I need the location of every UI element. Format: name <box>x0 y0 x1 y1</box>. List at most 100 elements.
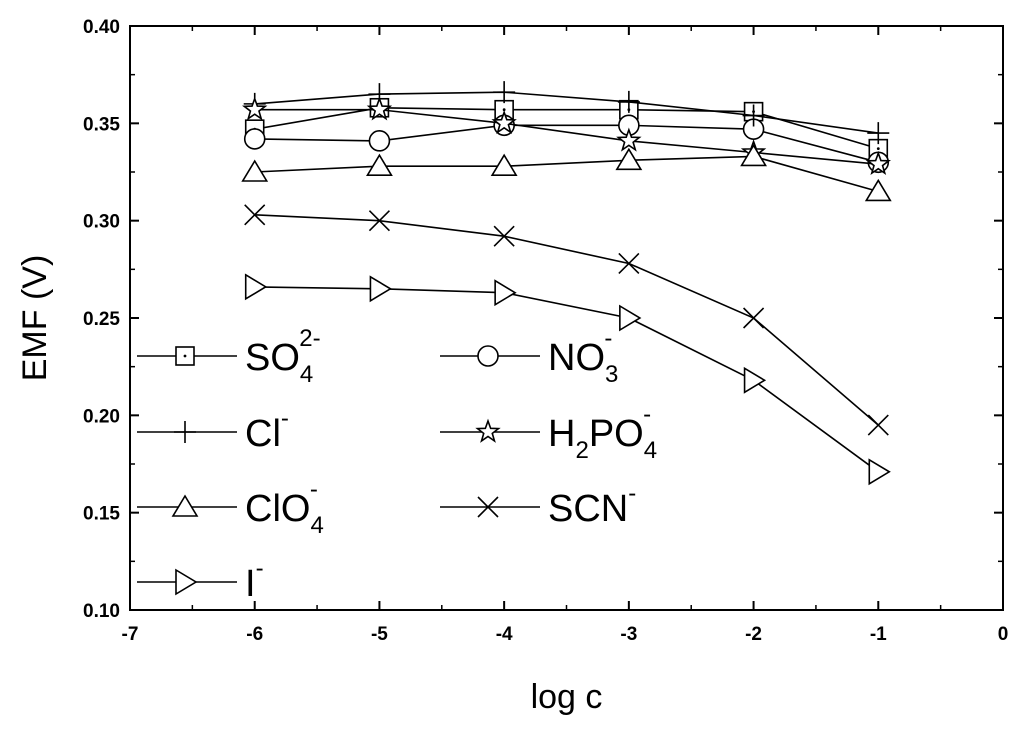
x-shape <box>368 210 390 232</box>
data-point-h2po4 <box>491 109 517 135</box>
x-shape <box>477 496 499 518</box>
y-tick-label: 0.10 <box>83 601 120 622</box>
legend-label-sub: 4 <box>310 512 323 539</box>
triangle-up-shape <box>615 147 643 171</box>
x-tick-label: -3 <box>620 624 637 645</box>
legend-label-cl: Cl- <box>245 405 289 455</box>
x-tick-label: 0 <box>998 624 1009 645</box>
legend-marker-cl <box>174 421 196 443</box>
legend: SO42- NO3-Cl- H2PO4-ClO4- SCN-I- <box>137 325 657 605</box>
plus-shape <box>493 81 516 104</box>
triangle-right-shape <box>494 279 517 307</box>
y-tick-label: 0.20 <box>83 406 120 427</box>
x-tick-label: -5 <box>371 624 388 645</box>
y-tick-label: 0.35 <box>83 114 120 135</box>
series-so4 <box>244 97 889 159</box>
legend-label-main: Cl <box>245 413 281 455</box>
x-shape <box>743 307 765 329</box>
plus-shape <box>617 90 640 113</box>
triangle-up-shape <box>171 494 199 517</box>
legend-entry-i: I- <box>137 555 264 605</box>
x-shape <box>618 252 640 275</box>
data-point-scn <box>743 307 765 329</box>
data-point-cl <box>867 122 890 145</box>
triangle-up-shape <box>490 153 518 176</box>
square-dot <box>876 147 880 151</box>
data-point-clo4 <box>864 178 892 202</box>
legend-label-so4: SO4 2- <box>245 325 321 388</box>
y-tick-label: 0.15 <box>83 504 120 525</box>
triangle-up-shape <box>366 153 393 176</box>
legend-label-clo4: ClO4 - <box>245 476 324 539</box>
series-scn <box>244 204 889 436</box>
legend-label-sub: 2 <box>575 437 588 464</box>
data-point-i <box>743 366 767 394</box>
legend-entry-no3: NO3 - <box>440 325 618 388</box>
legend-marker-clo4 <box>171 494 199 517</box>
data-point-scn <box>368 210 390 232</box>
circle-shape <box>368 130 391 152</box>
series-line-h2po4 <box>254 108 879 165</box>
legend-label-main: ClO <box>245 488 310 530</box>
triangle-right-shape <box>369 275 392 303</box>
data-point-i <box>619 304 642 332</box>
data-point-clo4 <box>366 153 393 176</box>
triangle-right-shape <box>175 568 198 596</box>
legend-label-main: SCN <box>548 488 628 530</box>
data-point-clo4 <box>241 159 269 182</box>
series-line-cl <box>254 91 879 134</box>
legend-marker-no3 <box>477 345 499 367</box>
legend-label-sup: - <box>604 325 612 352</box>
series-line-no3 <box>254 124 879 164</box>
legend-label-sup: - <box>628 480 636 507</box>
legend-label-i: I- <box>245 555 264 605</box>
data-point-h2po4 <box>865 150 891 176</box>
star-shape <box>865 150 891 176</box>
y-tick-label: 0.30 <box>83 212 120 233</box>
data-point-i <box>369 275 392 303</box>
legend-entry-cl: Cl- <box>137 405 289 455</box>
data-point-no3 <box>243 128 266 150</box>
legend-marker-so4 <box>175 346 195 366</box>
legend-marker-h2po4 <box>475 418 501 443</box>
data-point-clo4 <box>490 153 518 176</box>
legend-label-sup: - <box>256 555 264 582</box>
data-point-i <box>494 279 517 307</box>
data-point-cl <box>617 90 640 113</box>
legend-label-main: H <box>548 413 575 455</box>
legend-marker-i <box>175 568 198 596</box>
data-point-cl <box>493 81 516 104</box>
star-shape <box>242 96 268 121</box>
triangle-up-shape <box>241 159 269 182</box>
triangle-right-shape <box>743 366 767 394</box>
legend-label-h2po4: H2PO4 - <box>548 401 657 464</box>
x-tick-label: -1 <box>870 624 887 645</box>
y-axis-title: EMF (V) <box>16 255 54 382</box>
data-point-cl <box>742 104 765 127</box>
axes: -7 -6 -5 -4 -3 -2 -1 00.100.150.200.250.300.350… <box>83 17 1008 645</box>
triangle-up-shape <box>864 178 892 202</box>
data-point-scn <box>867 414 889 436</box>
legend-entry-so4: SO4 2- <box>137 325 321 388</box>
x-shape <box>493 225 515 247</box>
triangle-right-shape <box>619 304 642 332</box>
legend-label-sub2: 4 <box>644 437 657 464</box>
triangle-up-shape <box>740 143 767 167</box>
x-tick-label: -7 <box>122 624 139 645</box>
series-line-i <box>254 286 879 473</box>
data-point-h2po4 <box>242 96 268 121</box>
x-tick-label: -2 <box>745 624 762 645</box>
legend-entry-h2po4: H2PO4 - <box>440 401 657 464</box>
legend-label-main2: PO <box>589 413 644 455</box>
legend-label-sup: 2- <box>299 325 320 352</box>
data-point-i <box>244 273 268 301</box>
triangle-right-shape <box>244 273 268 301</box>
star-shape <box>366 96 393 121</box>
legend-label-main: SO <box>245 337 300 379</box>
series-i <box>244 273 891 486</box>
data-point-scn <box>618 252 640 275</box>
legend-label-sub: 4 <box>300 361 313 388</box>
legend-label-no3: NO3 - <box>548 325 618 388</box>
plus-shape <box>867 122 890 145</box>
